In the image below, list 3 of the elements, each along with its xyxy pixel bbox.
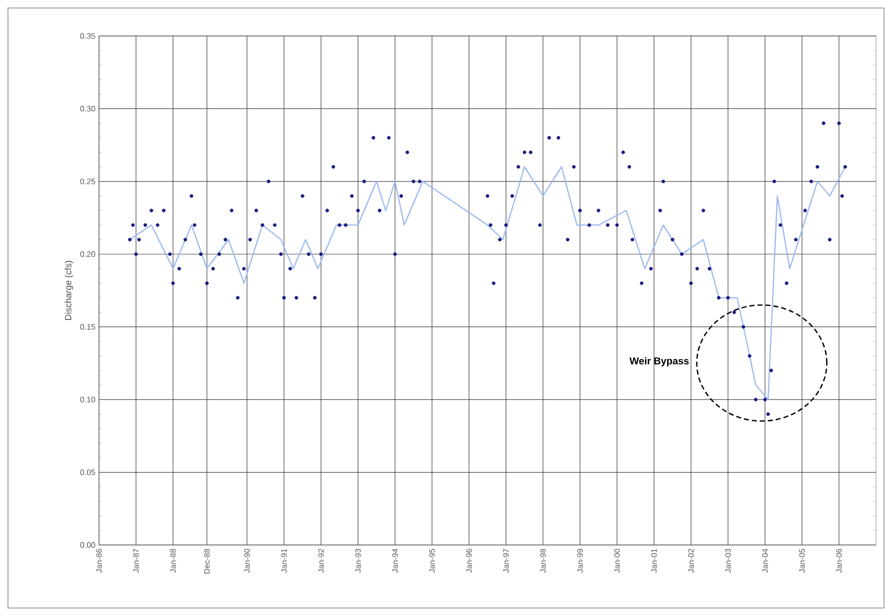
annotation: Weir Bypass bbox=[630, 357, 689, 366]
line-series bbox=[129, 166, 846, 400]
y-axis-title: Discharge (cfs) bbox=[64, 260, 74, 320]
